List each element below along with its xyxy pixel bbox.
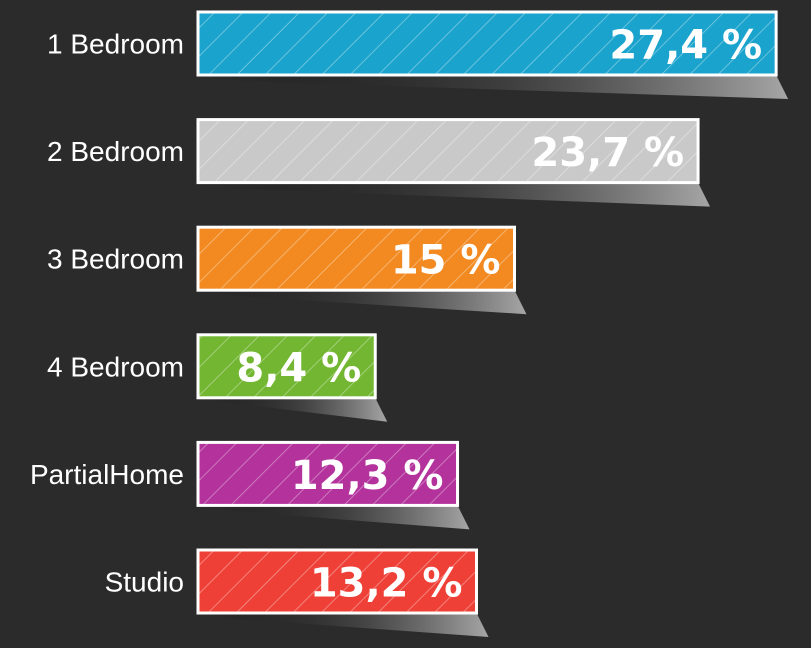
value-label: 8,4 % <box>236 345 361 391</box>
bar-hatch <box>199 228 513 289</box>
bar-hatch <box>199 13 775 74</box>
value-label: 12,3 % <box>291 453 444 499</box>
category-label: Studio <box>105 567 184 598</box>
bar-hatch <box>199 336 374 397</box>
category-label: 3 Bedroom <box>47 244 184 275</box>
bar-hatch <box>199 551 476 612</box>
bar-shadow <box>202 75 789 99</box>
bar-shadow <box>202 613 489 637</box>
value-label: 27,4 % <box>609 23 762 69</box>
value-label: 15 % <box>391 238 501 284</box>
category-label: 1 Bedroom <box>47 29 184 60</box>
bar-shadow <box>202 397 388 422</box>
bar-hatch <box>199 443 457 504</box>
value-label: 13,2 % <box>310 561 463 607</box>
bar-shadow <box>202 290 527 315</box>
bar-shadow <box>202 505 470 530</box>
value-label: 23,7 % <box>531 130 684 176</box>
category-label: 4 Bedroom <box>47 351 184 382</box>
category-label: 2 Bedroom <box>47 136 184 167</box>
bar-shadow <box>202 182 711 207</box>
bar-hatch <box>199 121 697 182</box>
category-label: PartialHome <box>30 459 184 490</box>
